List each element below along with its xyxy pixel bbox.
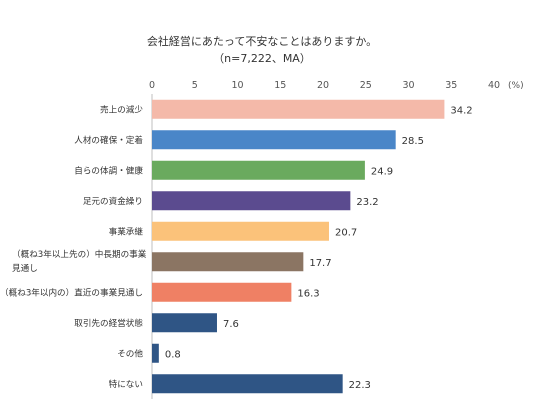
category-label: 売上の減少 [100,103,143,115]
value-label: 20.7 [335,227,357,238]
value-label: 0.8 [165,349,181,360]
category-label: （概ね3年以上先の）中長期の事業 [12,248,147,260]
bar [152,252,304,272]
bar [152,343,159,363]
category-label: 取引先の経営状態 [74,317,143,329]
bar [152,99,445,119]
value-label: 34.2 [450,105,472,116]
x-tick-label: 15 [274,80,286,91]
x-tick-label: 10 [231,80,243,91]
bars: 34.2 売上の減少 28.5 人材の確保・定着 24.9 自らの体調・健康 23.2 足元の… [0,99,473,394]
x-tick-label: 35 [445,80,457,91]
x-tick-label: 0 [149,80,155,91]
category-label: 特にない [109,378,143,390]
x-axis-ticks: 0 5 10 15 20 25 30 35 40 [149,80,500,91]
bar [152,221,329,241]
bar [152,282,292,302]
category-label: 事業承継 [109,225,144,237]
chart-subtitle: （n=7,222、MA） [213,52,311,65]
category-label: 足元の資金繰り [83,195,143,207]
value-label: 16.3 [297,288,319,299]
bar [152,191,351,211]
value-label: 24.9 [371,166,393,177]
bar [152,130,396,150]
value-label: 22.3 [349,380,371,391]
x-tick-label: 30 [402,80,414,91]
x-tick-label: 25 [360,80,372,91]
category-label: 人材の確保・定着 [74,134,143,146]
bar [152,160,365,180]
x-tick-label: 20 [317,80,329,91]
bar [152,374,343,394]
x-tick-label: 5 [192,80,198,91]
x-tick-label: 40 [488,80,500,91]
value-label: 7.6 [223,319,239,330]
value-label: 17.7 [309,258,331,269]
chart-title: 会社経営にあたって不安なことはありますか。 [147,34,377,48]
unit-label: (%) [508,81,524,91]
bar [152,313,217,333]
category-label: その他 [117,347,143,359]
category-label: （概ね3年以内の）直近の事業見通し [0,286,143,298]
category-label: 自らの体調・健康 [74,164,143,176]
value-label: 23.2 [356,197,378,208]
category-label: 見通し [12,263,38,274]
value-label: 28.5 [402,136,424,147]
